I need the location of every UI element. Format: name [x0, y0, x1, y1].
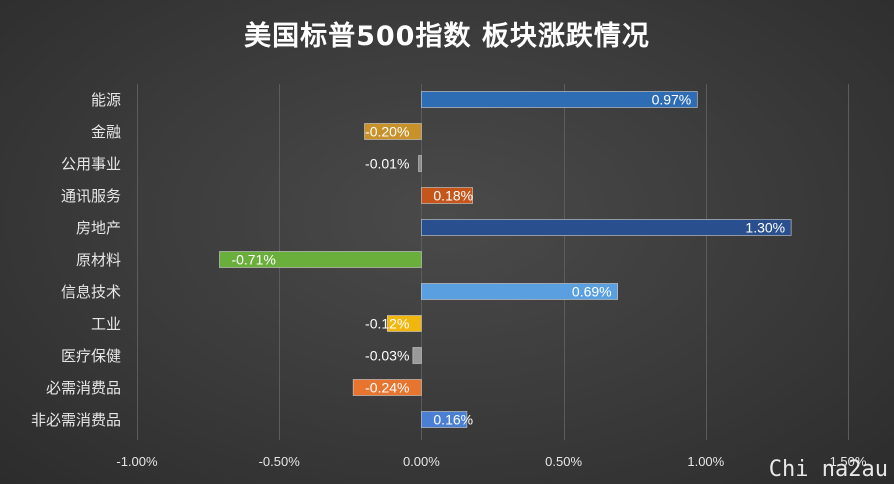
category-label: 信息技术: [61, 283, 121, 301]
data-label: 1.30%: [745, 220, 785, 236]
data-label: 0.97%: [652, 92, 692, 108]
category-label: 能源: [91, 91, 121, 109]
x-tick-label: -1.00%: [116, 454, 158, 469]
data-label: 0.18%: [433, 188, 473, 204]
bar: [219, 251, 422, 268]
bar: [421, 91, 698, 108]
x-tick-label: 1.00%: [687, 454, 724, 469]
data-label: -0.20%: [365, 124, 409, 140]
bar: [418, 155, 422, 172]
category-label: 公用事业: [61, 155, 121, 173]
category-label: 原材料: [76, 251, 121, 269]
bar: [421, 187, 473, 204]
bars: [219, 91, 792, 428]
chart-title: 美国标普500指数 板块涨跌情况: [244, 21, 650, 52]
data-labels: 0.97% -0.20% -0.01% 0.18% 1.30% -0.71% 0.69% -0…: [231, 92, 785, 428]
x-tick-label: 1.50%: [830, 454, 867, 469]
category-label: 必需消费品: [46, 379, 121, 397]
category-label: 工业: [91, 315, 121, 333]
category-label: 医疗保健: [61, 347, 121, 365]
bar: [421, 411, 468, 428]
watermark: Chi na2au: [768, 457, 888, 482]
x-tick-label: 0.50%: [545, 454, 582, 469]
bar: [386, 315, 422, 332]
data-label: -0.12%: [365, 316, 409, 332]
x-tick-label: 0.00%: [403, 454, 440, 469]
data-label: -0.24%: [365, 380, 409, 396]
bar: [352, 379, 422, 396]
bar: [412, 347, 422, 364]
bar: [364, 123, 422, 140]
category-label: 金融: [91, 123, 121, 141]
category-label: 非必需消费品: [31, 411, 121, 429]
data-label: -0.03%: [365, 348, 409, 364]
data-label: -0.01%: [365, 156, 409, 172]
category-label: 通讯服务: [61, 187, 121, 205]
bar: [421, 283, 618, 300]
data-label: 0.69%: [572, 284, 612, 300]
x-tick-label: -0.50%: [259, 454, 301, 469]
data-label: 0.16%: [433, 412, 473, 428]
category-label: 房地产: [76, 219, 121, 237]
bar: [421, 219, 792, 236]
x-tick-labels: -1.00% -0.50% 0.00% 0.50% 1.00% 1.50%: [116, 454, 866, 469]
data-label: -0.71%: [231, 252, 275, 268]
